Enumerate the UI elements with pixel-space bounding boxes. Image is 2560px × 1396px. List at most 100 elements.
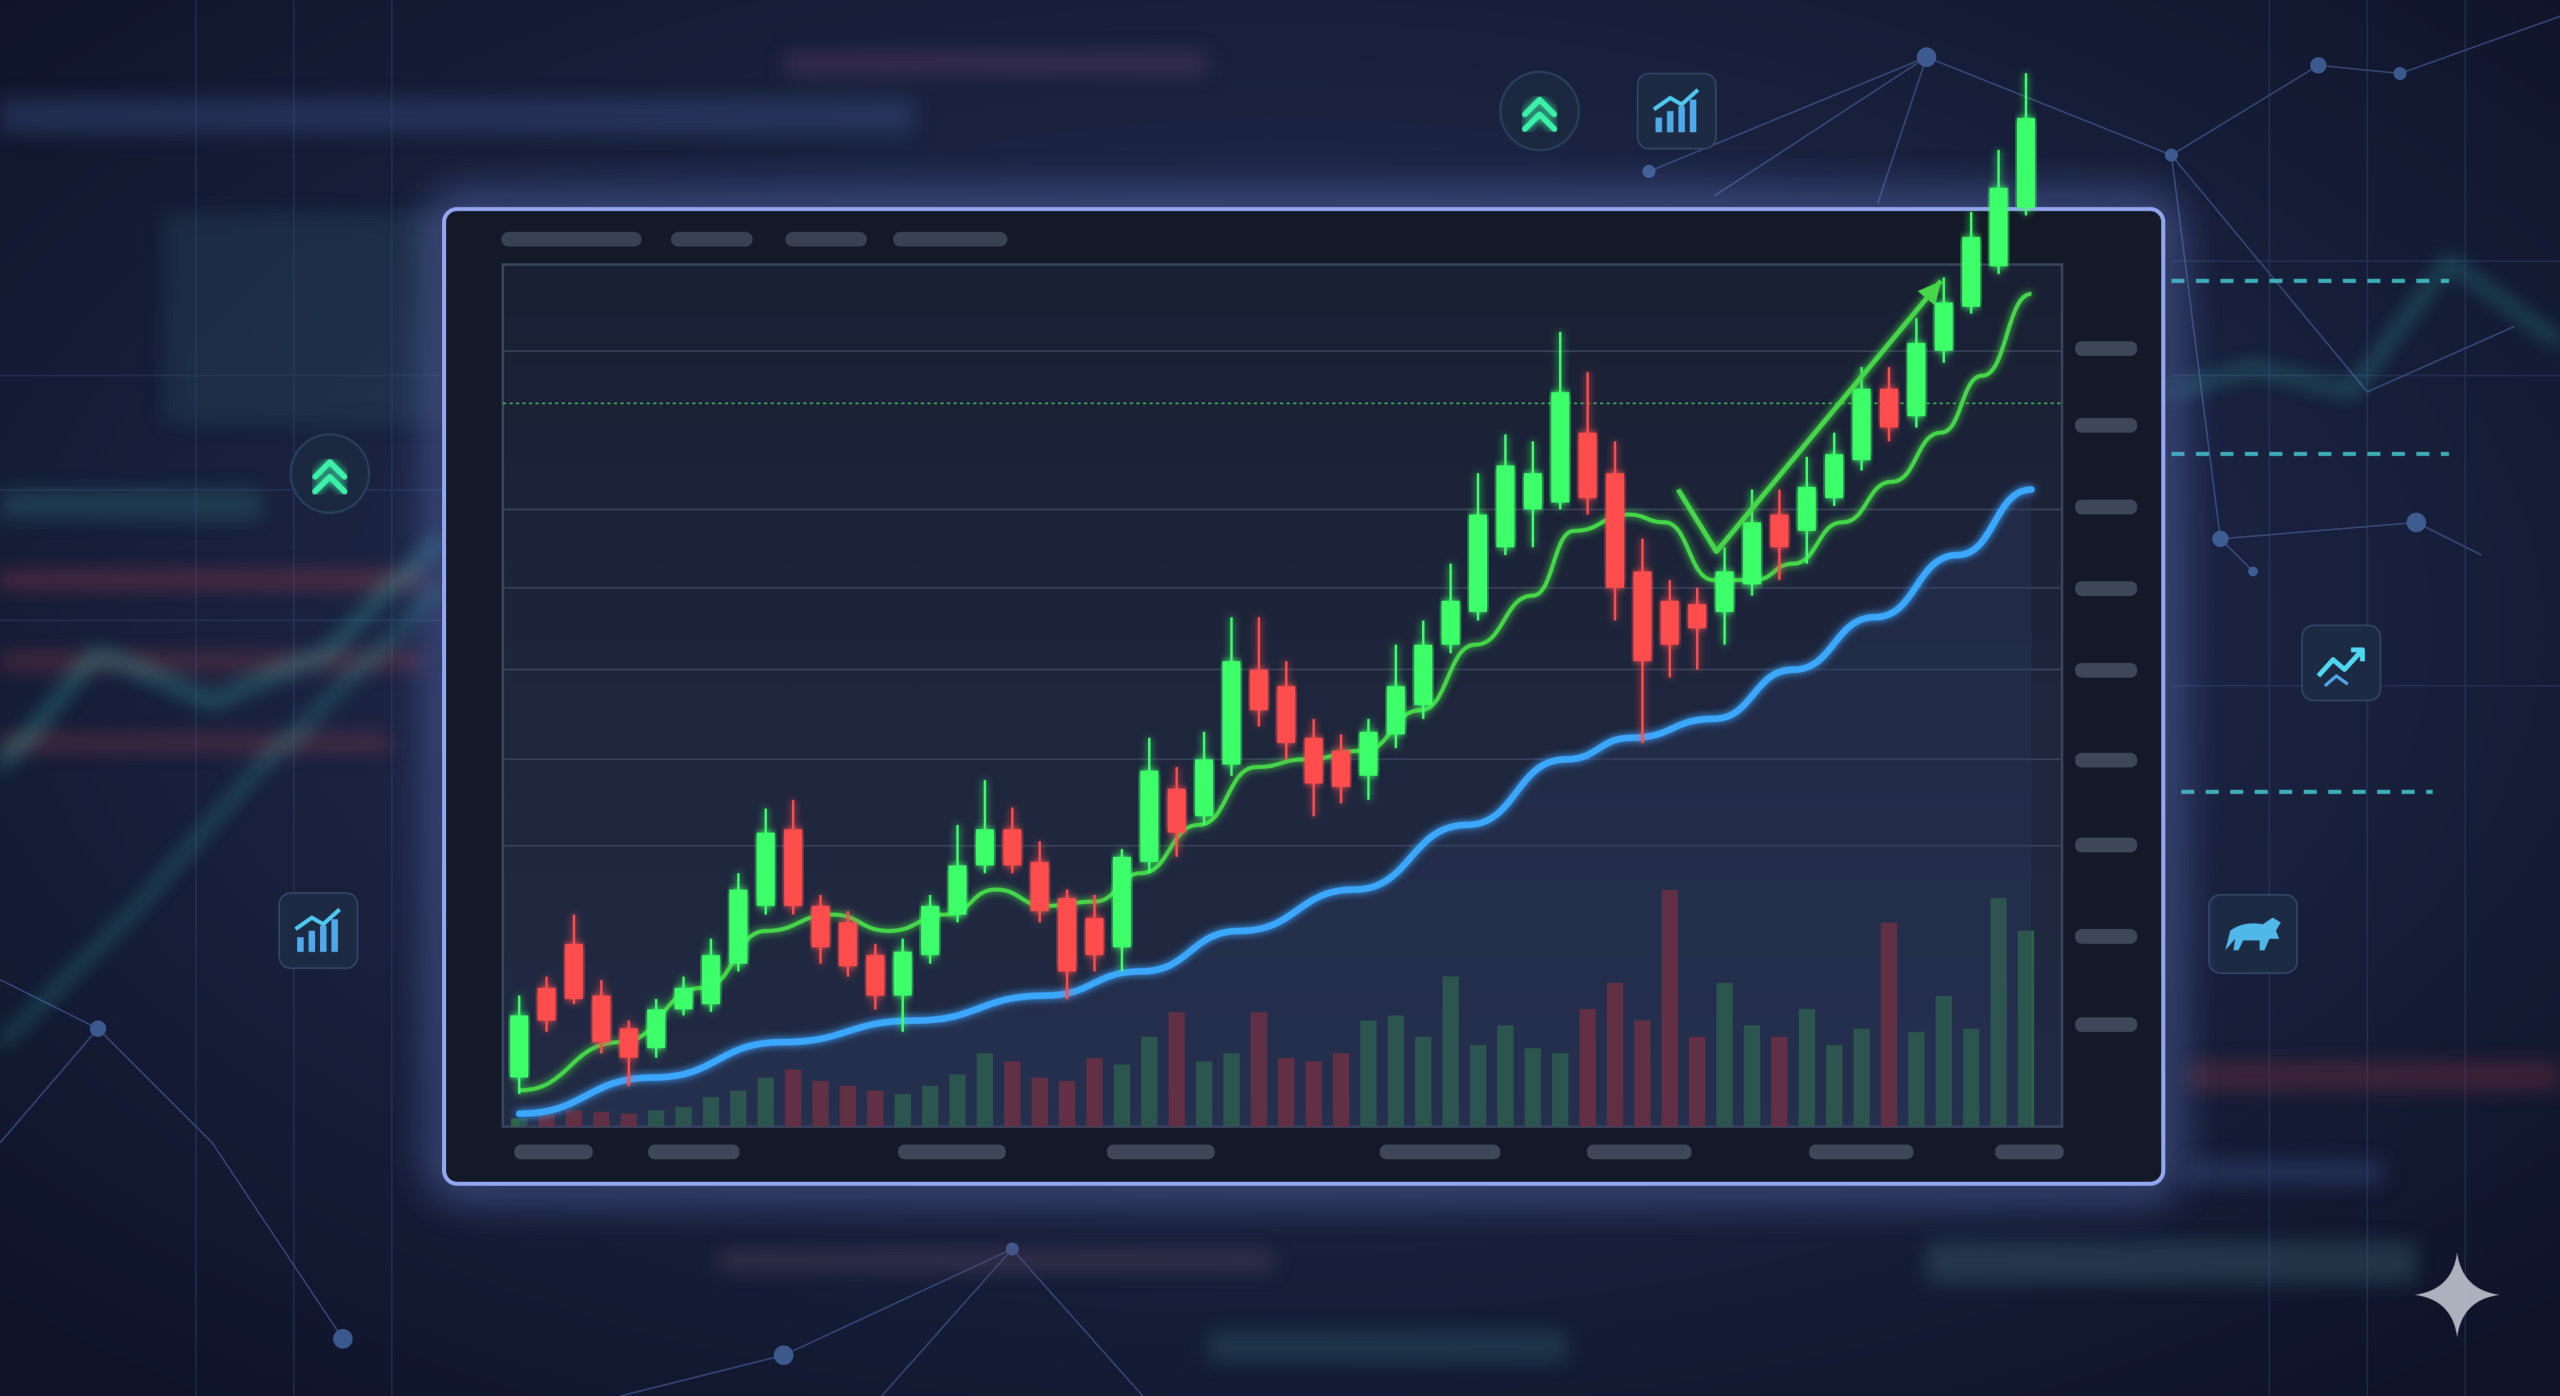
volume-bar — [1113, 1064, 1131, 1127]
candle — [1852, 367, 1871, 471]
candle — [921, 894, 940, 964]
candle-body — [866, 955, 885, 996]
candle — [1195, 731, 1214, 825]
candle-body — [1030, 861, 1049, 912]
volume-bar — [1963, 1028, 1980, 1127]
chevrons-up-icon[interactable] — [1499, 70, 1580, 152]
candle — [1523, 441, 1542, 548]
candle — [1030, 841, 1049, 923]
candle-body — [1660, 600, 1679, 645]
volume-bar — [565, 1110, 583, 1127]
volume-bar — [784, 1069, 802, 1127]
candle-body — [1551, 392, 1570, 503]
gridlines — [502, 350, 2063, 847]
volume-bar — [839, 1085, 857, 1127]
volume-bar — [894, 1093, 911, 1127]
volume-bar — [1223, 1053, 1240, 1127]
volume-bar — [620, 1113, 637, 1127]
candle — [1441, 563, 1460, 654]
bar-chart-trend-icon[interactable] — [278, 892, 359, 970]
volume-bar — [1250, 1012, 1268, 1127]
candle-body — [1222, 661, 1241, 765]
candle-body — [1414, 644, 1433, 706]
candle — [592, 980, 611, 1054]
candle-body — [1606, 473, 1624, 588]
trend-area — [519, 489, 2032, 1127]
candle-body — [1880, 388, 1898, 428]
candle-body — [1989, 187, 2008, 267]
volume-bar — [867, 1090, 884, 1127]
volume-bar — [2017, 930, 2035, 1127]
volume-bar — [593, 1111, 610, 1127]
candle-body — [1907, 342, 1926, 417]
candle — [866, 943, 885, 1010]
candle — [537, 976, 556, 1032]
volume-bar — [1798, 1009, 1815, 1127]
volume-bar — [1278, 1058, 1295, 1127]
candle — [1277, 661, 1296, 760]
candle-body — [1085, 917, 1104, 956]
candle-body — [1386, 686, 1405, 735]
candle — [1359, 718, 1378, 800]
candle-body — [1359, 731, 1378, 776]
volume-bar — [1935, 995, 1952, 1127]
candle — [1770, 489, 1789, 581]
candle — [619, 1020, 638, 1087]
candle — [1112, 849, 1131, 972]
candle — [1140, 737, 1159, 874]
candle-body — [811, 905, 830, 948]
volume-bar — [1524, 1048, 1541, 1127]
volume-bar — [1552, 1053, 1569, 1127]
volume-bar — [1415, 1036, 1432, 1127]
volume-bar — [1086, 1058, 1103, 1127]
candle — [1633, 538, 1652, 743]
candle — [1660, 580, 1679, 678]
candle-body — [1688, 604, 1707, 629]
background-blurred-data — [0, 52, 2560, 1364]
candle — [1085, 894, 1104, 972]
candle-body — [729, 889, 748, 964]
volume-bar — [1661, 889, 1678, 1127]
candle-body — [1249, 669, 1268, 711]
volume-bar — [730, 1090, 747, 1127]
volume-bar — [1880, 922, 1898, 1127]
volume-bar — [1442, 976, 1459, 1127]
volume-bar — [976, 1053, 994, 1127]
trending-up-icon[interactable] — [2301, 624, 2382, 702]
volume-bar — [1908, 1031, 1925, 1127]
candle-body — [1633, 571, 1652, 662]
candle — [1249, 617, 1268, 727]
candle — [647, 999, 666, 1058]
candle-body — [1304, 737, 1323, 784]
bar-chart-trend-icon[interactable] — [1636, 72, 1717, 150]
arrow-head-icon — [1917, 280, 1942, 306]
candle-body — [619, 1028, 638, 1058]
volume-bar — [1771, 1036, 1788, 1127]
volume-bar — [1469, 1044, 1487, 1127]
candle — [1332, 734, 1351, 804]
volume-bar — [921, 1085, 939, 1127]
candle-body — [1469, 514, 1488, 612]
candle-body — [537, 987, 556, 1021]
candle-body — [1003, 829, 1022, 866]
trend-arrow — [1675, 279, 1943, 555]
volume-bar — [1360, 1020, 1377, 1127]
candle-body — [784, 829, 803, 906]
candle — [838, 911, 857, 977]
volume-bar — [1031, 1077, 1048, 1127]
candle — [1989, 149, 2008, 274]
volume-bar — [511, 1118, 528, 1127]
candle-body — [2016, 117, 2035, 208]
volume-bar — [1141, 1036, 1158, 1127]
volume-bar — [1497, 1025, 1514, 1127]
chevrons-up-icon[interactable] — [289, 433, 371, 514]
candle — [2016, 73, 2035, 216]
bull-icon[interactable] — [2208, 893, 2298, 974]
candle-body — [893, 951, 912, 996]
candle — [784, 799, 803, 915]
volume-bar — [949, 1074, 966, 1127]
candle — [1797, 456, 1816, 564]
candle-body — [756, 832, 775, 906]
candle — [1934, 277, 1953, 363]
